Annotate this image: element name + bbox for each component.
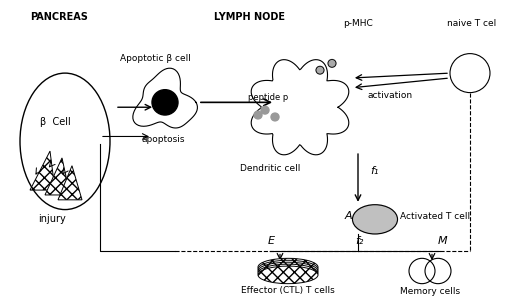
Text: f₂: f₂ [355,236,363,246]
Text: Apoptotic β cell: Apoptotic β cell [120,54,191,63]
Circle shape [261,106,269,114]
Polygon shape [251,60,349,155]
Ellipse shape [258,264,318,282]
Text: Dendritic cell: Dendritic cell [240,164,300,173]
Text: PANCREAS: PANCREAS [30,12,88,22]
Text: Effector (CTL) T cells: Effector (CTL) T cells [241,286,335,295]
Polygon shape [133,68,197,128]
Ellipse shape [258,260,318,278]
Text: injury: injury [38,215,66,224]
Ellipse shape [258,266,318,284]
Ellipse shape [352,205,397,234]
Text: naive T cel: naive T cel [447,20,497,28]
Text: peptide p: peptide p [248,93,288,102]
Circle shape [328,59,336,67]
Text: M: M [438,236,448,246]
Text: Activated T cell: Activated T cell [400,212,470,221]
Text: apoptosis: apoptosis [141,134,185,144]
Text: E: E [268,236,275,246]
Text: p-MHC: p-MHC [343,20,373,28]
Circle shape [254,111,262,119]
Ellipse shape [258,262,318,280]
Text: activation: activation [368,91,413,100]
Text: LYMPH NODE: LYMPH NODE [215,12,286,22]
Ellipse shape [258,258,318,276]
Polygon shape [30,151,55,190]
Text: f₁: f₁ [370,165,379,176]
Polygon shape [58,166,82,200]
Circle shape [152,90,178,115]
Polygon shape [45,158,70,195]
Circle shape [316,66,324,74]
Circle shape [271,113,279,121]
Text: Memory cells: Memory cells [400,287,460,296]
Text: β  Cell: β Cell [39,117,70,127]
Text: A: A [345,211,353,221]
